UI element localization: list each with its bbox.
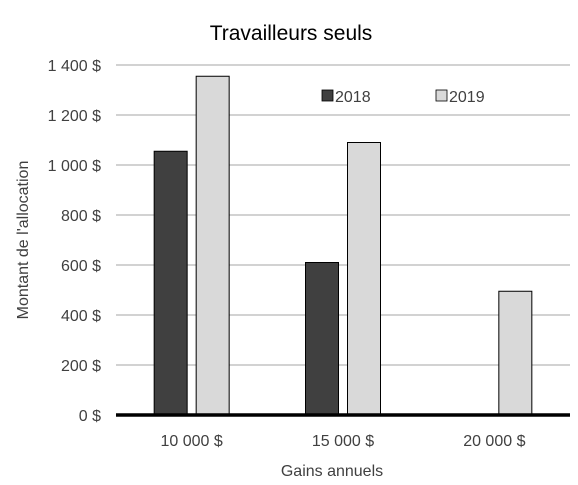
bar-2018-0: [153, 150, 188, 416]
x-tick-label: 10 000 $: [161, 433, 223, 450]
x-tick-label: 20 000 $: [463, 433, 525, 450]
bars: [153, 75, 533, 416]
y-tick-label: 0 $: [79, 408, 101, 425]
gridlines: [116, 64, 570, 366]
bar-2019-0: [195, 75, 230, 416]
y-tick-label: 1 000 $: [48, 158, 101, 175]
legend-label-2019: 2019: [449, 89, 485, 106]
legend-label-2018: 2018: [335, 89, 371, 106]
y-tick-label: 1 400 $: [48, 58, 101, 75]
legend-swatch-2018: [321, 89, 334, 102]
x-axis-title: Gains annuels: [281, 463, 383, 480]
legend: 2018 2019: [321, 89, 485, 106]
y-axis-title: Montant de l'allocation: [15, 161, 32, 320]
y-tick-label: 1 200 $: [48, 108, 101, 125]
bar-2018-1: [305, 262, 339, 416]
y-axis-ticks: 0 $ 200 $ 400 $ 600 $ 800 $ 1 000 $ 1 200 $ 1 4…: [48, 58, 101, 425]
bar-2019-1: [347, 142, 381, 416]
chart-title: Travailleurs seuls: [210, 22, 373, 45]
bar-2019-2: [498, 290, 533, 416]
x-axis-ticks: 10 000 $ 15 000 $ 20 000 $: [161, 433, 526, 450]
y-tick-label: 400 $: [61, 308, 101, 325]
y-tick-label: 600 $: [61, 258, 101, 275]
legend-swatch-2019: [435, 89, 448, 102]
y-tick-label: 200 $: [61, 358, 101, 375]
x-tick-label: 15 000 $: [312, 433, 374, 450]
y-tick-label: 800 $: [61, 208, 101, 225]
